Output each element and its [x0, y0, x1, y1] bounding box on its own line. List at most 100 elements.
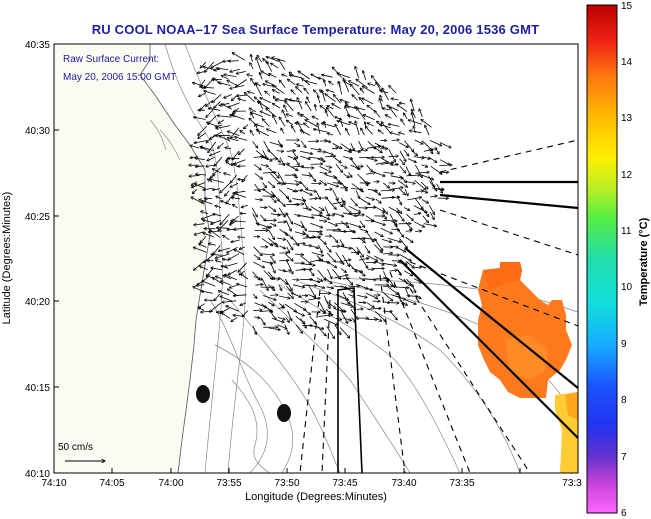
current-vector	[221, 104, 232, 110]
current-vector	[240, 131, 246, 135]
current-vector	[414, 139, 423, 144]
current-vector	[343, 212, 357, 216]
current-vector	[324, 151, 334, 156]
colorbar-tick: 14	[621, 57, 633, 68]
current-vector	[383, 253, 392, 254]
current-vector	[214, 156, 223, 166]
current-vector	[326, 215, 335, 216]
current-vector	[261, 227, 272, 230]
current-vector	[341, 183, 347, 191]
current-vector	[215, 260, 222, 263]
current-vector	[269, 262, 275, 273]
current-vector	[217, 68, 229, 70]
colorbar-tick: 7	[621, 452, 627, 463]
current-vector	[327, 133, 334, 135]
current-vector	[342, 317, 352, 321]
current-vector	[362, 98, 374, 105]
current-vector	[405, 166, 411, 176]
current-vector	[388, 206, 400, 213]
current-vector	[422, 140, 432, 151]
current-vector	[201, 211, 209, 215]
current-vector	[282, 110, 287, 119]
current-vector	[429, 196, 437, 197]
current-vector	[250, 63, 254, 70]
current-vector	[307, 97, 311, 103]
current-vector	[350, 189, 363, 190]
current-vector	[301, 263, 315, 266]
current-vector	[216, 125, 231, 129]
current-vector	[206, 100, 213, 107]
x-tick: 73:3	[562, 478, 582, 489]
map-title: RU COOL NOAA–17 Sea Surface Temperature:…	[91, 22, 540, 37]
current-vector	[310, 206, 322, 214]
current-vector	[286, 246, 290, 253]
current-vector	[271, 317, 284, 322]
current-vector	[325, 300, 336, 308]
current-vector	[267, 301, 274, 306]
current-vector	[429, 140, 442, 145]
current-vector	[263, 172, 276, 173]
current-vector	[214, 293, 221, 301]
current-vector	[373, 205, 385, 212]
current-vector	[204, 61, 215, 72]
current-vector	[367, 123, 374, 127]
current-vector	[287, 79, 296, 86]
current-vector	[286, 114, 294, 117]
current-vector	[316, 277, 323, 282]
current-vector	[304, 88, 310, 95]
current-vector	[308, 172, 316, 181]
current-vector	[389, 270, 397, 271]
current-vector	[202, 281, 216, 287]
current-vector	[359, 183, 370, 184]
current-vector	[339, 327, 350, 339]
current-vector	[247, 74, 253, 76]
current-vector	[406, 213, 413, 220]
current-vector	[412, 267, 422, 268]
current-vector	[358, 302, 366, 303]
current-vector	[356, 215, 364, 216]
current-vector	[335, 275, 348, 278]
current-vector	[428, 148, 433, 154]
current-vector	[230, 174, 238, 183]
current-vector	[387, 286, 398, 295]
y-tick: 40:35	[25, 40, 50, 51]
current-vector	[318, 214, 330, 220]
current-vector	[358, 197, 370, 204]
current-vector	[194, 140, 208, 143]
current-vector	[324, 80, 327, 87]
current-vector	[233, 228, 245, 229]
current-vector	[340, 245, 351, 249]
current-vector	[231, 221, 246, 222]
current-vector	[242, 310, 249, 317]
current-vector	[363, 180, 368, 186]
current-vector	[302, 230, 309, 237]
current-vector	[204, 91, 216, 95]
current-vector	[414, 295, 421, 299]
current-vector	[282, 74, 288, 77]
current-vector	[346, 128, 350, 136]
current-vector	[378, 130, 384, 135]
current-vector	[284, 324, 289, 334]
current-vector	[412, 113, 416, 127]
current-vector	[297, 98, 303, 110]
current-vector	[316, 285, 325, 289]
current-vector	[278, 59, 286, 70]
current-vector	[253, 276, 263, 279]
current-vector	[308, 269, 314, 276]
current-vector	[363, 71, 367, 81]
current-vector	[224, 75, 237, 77]
current-vector	[263, 189, 274, 197]
current-vector	[399, 175, 407, 183]
current-vector	[364, 245, 370, 254]
annotation-line1: Raw Surface Current:	[63, 54, 159, 65]
current-vector	[221, 313, 231, 319]
current-vector	[333, 212, 344, 216]
x-axis-label: Longitude (Degrees:Minutes)	[245, 491, 387, 503]
current-vector	[405, 231, 412, 232]
current-vector	[218, 291, 230, 296]
current-vector	[218, 220, 229, 231]
current-vector	[371, 189, 381, 195]
current-vector	[267, 307, 276, 320]
current-vector	[201, 87, 215, 88]
current-vector	[351, 238, 365, 239]
